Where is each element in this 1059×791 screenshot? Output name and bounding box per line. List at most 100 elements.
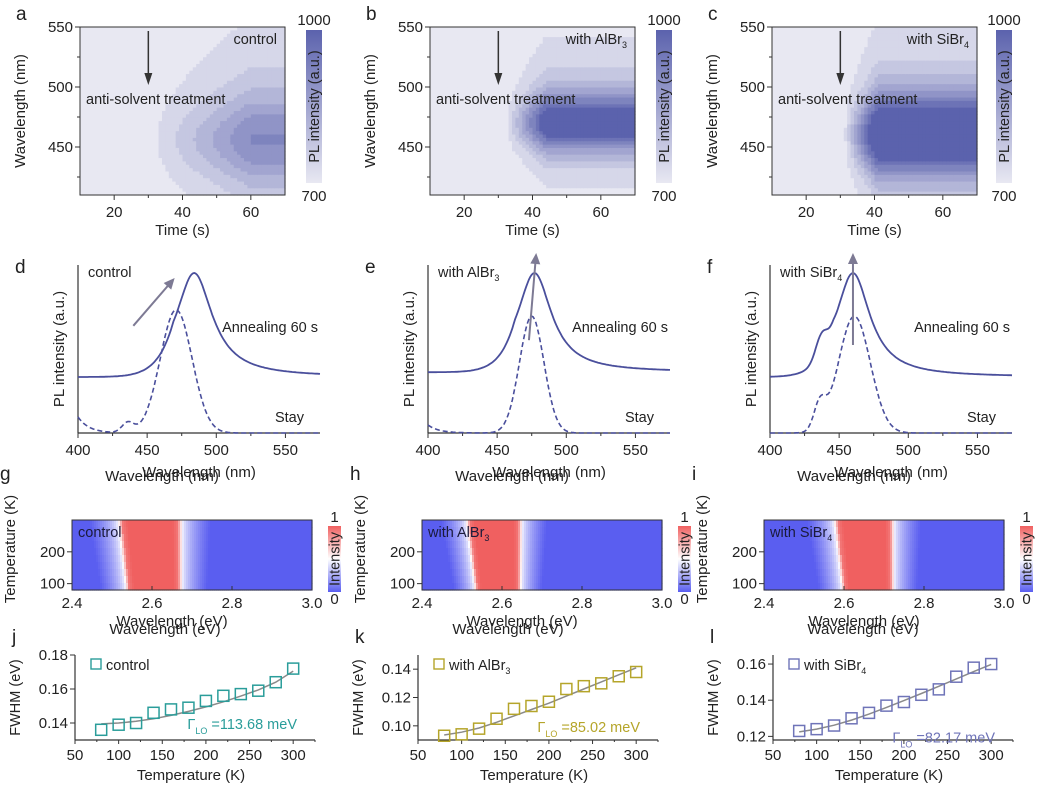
heatmap-cell xyxy=(179,191,184,196)
heatmap-cell xyxy=(515,117,520,122)
heatmap-cell xyxy=(535,74,540,78)
heatmap-cell xyxy=(467,47,472,52)
heatmap-cell xyxy=(209,178,214,183)
heatmap-cell xyxy=(491,94,496,99)
heatmap-cell xyxy=(165,104,170,109)
heatmap-cell xyxy=(261,43,266,48)
heatmap-cell xyxy=(505,127,510,132)
heatmap-cell xyxy=(518,161,523,166)
heatmap-cell xyxy=(453,134,458,139)
heatmap-cell xyxy=(162,151,167,156)
heatmap-cell xyxy=(460,40,465,45)
heatmap-cell xyxy=(539,74,544,78)
heatmap-cell xyxy=(474,100,479,105)
heatmap-cell xyxy=(138,188,143,193)
heatmap-cell xyxy=(433,94,438,99)
heatmap-cell xyxy=(460,94,465,99)
heatmap-cell xyxy=(250,67,255,72)
heatmap-cell xyxy=(93,178,98,183)
heatmap-cell xyxy=(144,57,149,62)
heatmap-cell xyxy=(162,164,167,169)
heatmap-cell xyxy=(168,181,173,186)
heatmap-cell xyxy=(103,77,108,82)
heatmap-cell xyxy=(196,63,201,68)
heatmap-cell xyxy=(90,134,95,139)
heatmap-cell xyxy=(518,181,523,186)
heatmap-cell xyxy=(250,178,255,183)
heatmap-cell xyxy=(86,151,91,156)
heatmap-cell xyxy=(512,90,517,95)
heatmap-cell xyxy=(233,141,238,146)
heatmap-cell xyxy=(90,90,95,95)
heatmap-cell xyxy=(110,161,115,166)
heatmap-cell xyxy=(518,104,523,109)
heatmap-cell xyxy=(223,121,228,126)
heatmap-cell xyxy=(134,107,139,112)
heatmap-cell xyxy=(144,188,149,193)
heatmap-cell xyxy=(264,137,269,142)
heatmap-cell xyxy=(158,37,163,42)
heatmap-cell xyxy=(97,151,102,156)
heatmap-cell xyxy=(220,84,225,89)
heatmap-cell xyxy=(271,178,276,183)
heatmap-cell xyxy=(97,50,102,55)
heatmap-cell xyxy=(151,111,156,115)
heatmap-cell xyxy=(100,131,105,136)
heatmap-cell xyxy=(278,30,283,35)
heatmap-cell xyxy=(257,80,262,85)
heatmap-cell xyxy=(477,117,482,122)
heatmap-cell xyxy=(518,90,523,95)
heatmap-cell xyxy=(274,90,279,95)
heatmap-cell xyxy=(271,154,276,159)
heatmap-cell xyxy=(498,104,503,109)
heatmap-cell xyxy=(203,137,208,142)
heatmap-cell xyxy=(121,184,126,189)
heatmap-cell xyxy=(199,171,204,176)
heatmap-cell xyxy=(83,121,88,126)
heatmap-cell xyxy=(144,191,149,196)
heatmap-cell xyxy=(148,37,153,42)
heatmap-cell xyxy=(278,147,283,152)
heatmap-cell xyxy=(244,50,249,55)
heatmap-cell xyxy=(179,104,184,109)
heatmap-cell xyxy=(450,87,455,92)
heatmap-cell xyxy=(203,111,208,115)
heatmap-cell xyxy=(556,84,561,89)
heatmap-cell xyxy=(515,181,520,186)
heatmap-cell xyxy=(117,131,122,136)
heatmap-cell xyxy=(213,144,218,149)
heatmap-cell xyxy=(155,127,160,132)
heatmap-cell xyxy=(508,90,513,95)
heatmap-cell xyxy=(440,137,445,142)
heatmap-cell xyxy=(141,117,146,122)
heatmap-cell xyxy=(515,40,520,45)
heatmap-cell xyxy=(199,104,204,109)
heatmap-cell xyxy=(525,188,530,193)
heatmap-cell xyxy=(165,107,170,112)
heatmap-cell xyxy=(168,111,173,115)
heatmap-cell xyxy=(226,70,231,75)
heatmap-cell xyxy=(274,70,279,75)
heatmap-cell xyxy=(226,151,231,156)
heatmap-cell xyxy=(250,141,255,146)
heatmap-cell xyxy=(185,111,190,115)
heatmap-cell xyxy=(192,178,197,183)
heatmap-cell xyxy=(267,188,272,193)
heatmap-cell xyxy=(124,70,129,75)
heatmap-cell xyxy=(244,144,249,149)
heatmap-cell xyxy=(467,111,472,115)
heatmap-cell xyxy=(158,111,163,115)
heatmap-cell xyxy=(107,100,112,105)
heatmap-cell xyxy=(151,131,156,136)
heatmap-cell xyxy=(155,70,160,75)
heatmap-cell xyxy=(86,104,91,109)
heatmap-cell xyxy=(127,53,132,58)
heatmap-cell xyxy=(97,161,102,166)
heatmap-cell xyxy=(189,97,194,102)
heatmap-cell xyxy=(233,63,238,68)
heatmap-cell xyxy=(491,181,496,186)
heatmap-cell xyxy=(433,40,438,45)
heatmap-cell xyxy=(542,158,547,162)
heatmap-cell xyxy=(539,84,544,89)
heatmap-cell xyxy=(182,80,187,85)
